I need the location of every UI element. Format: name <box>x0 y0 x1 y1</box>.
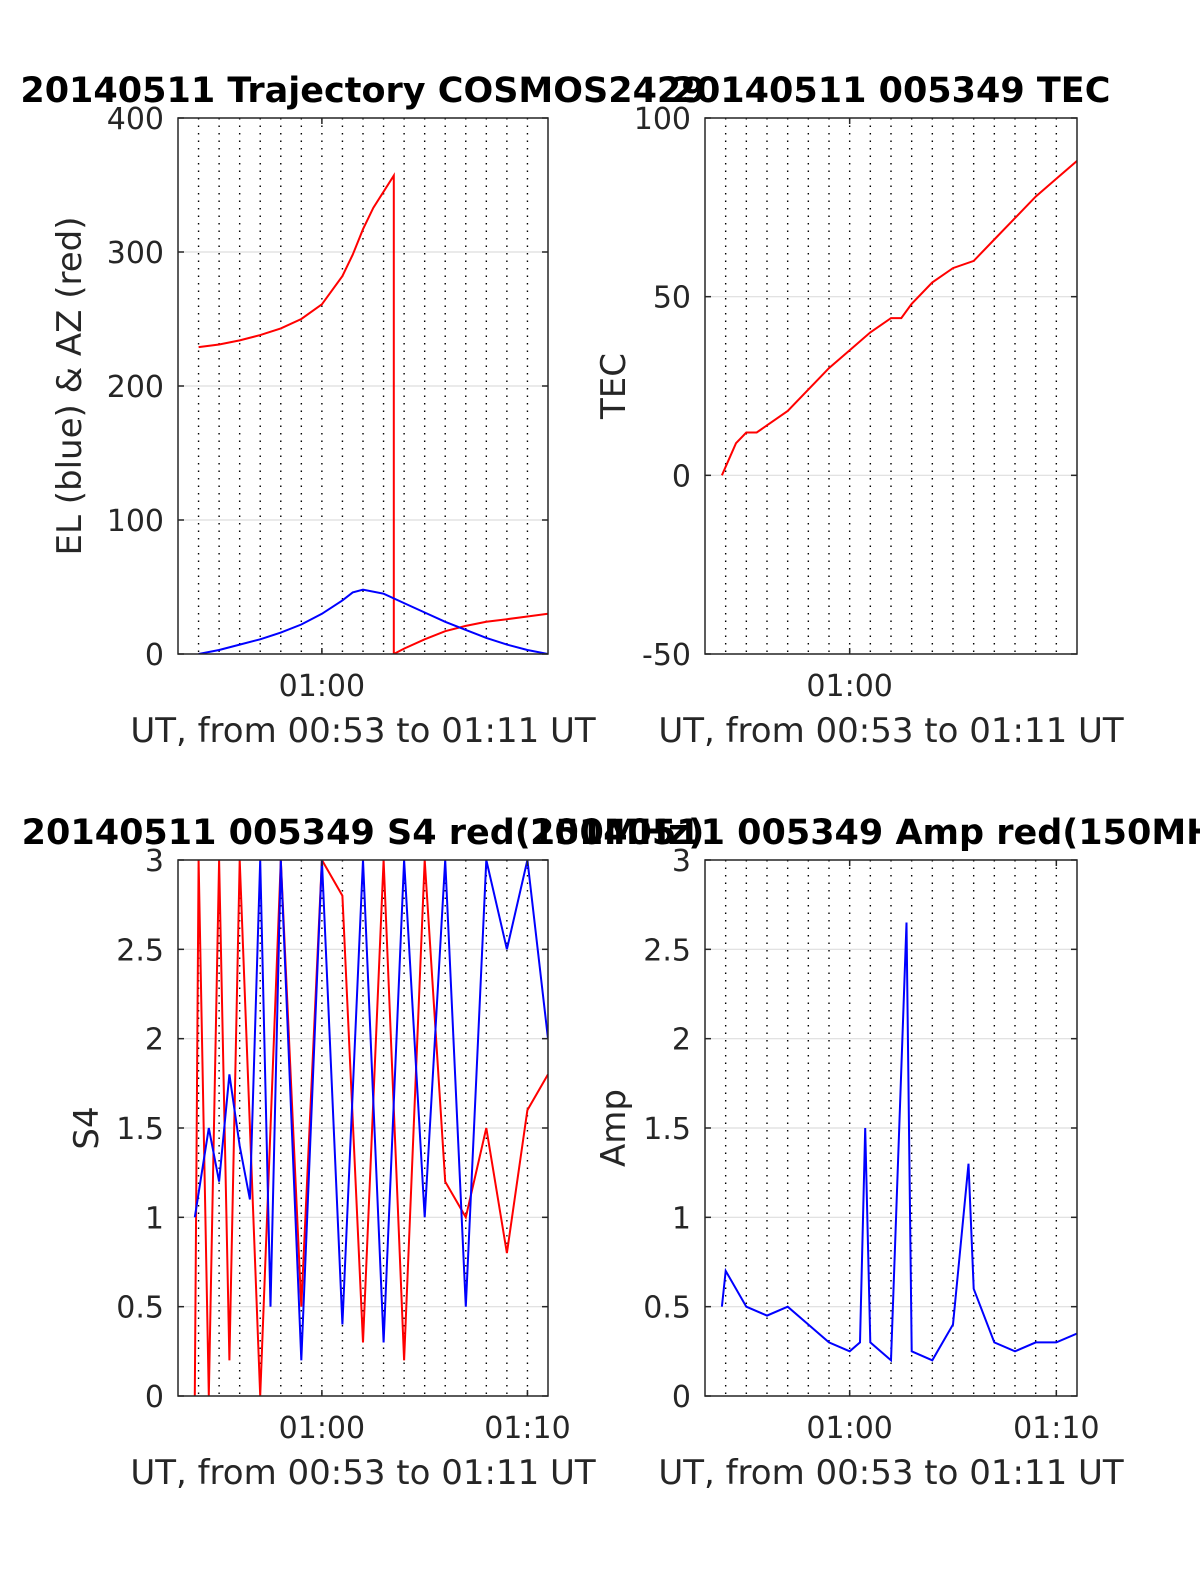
s4-series-2 <box>193 860 548 1361</box>
y-tick-label: 3 <box>672 844 691 879</box>
y-axis-label: Amp <box>594 1089 634 1167</box>
chart-title: 20140511 Trajectory COSMOS2429 <box>20 71 705 111</box>
trajectory-series-2 <box>198 588 548 654</box>
chart-title: 20140511 005349 S4 red(150MHz) <box>22 813 705 853</box>
chart-title: 20140511 005349 Amp red(150MHz) <box>530 813 1200 853</box>
x-tick-label: 01:00 <box>806 1411 892 1446</box>
tec-series-group <box>720 160 1077 476</box>
y-tick-label: 0 <box>145 638 164 673</box>
x-tick-label: 01:10 <box>484 1411 570 1446</box>
x-tick-label: 01:00 <box>806 669 892 704</box>
trajectory-series-1 <box>198 172 548 654</box>
y-tick-label: 0 <box>672 1380 691 1415</box>
y-tick-label: 50 <box>653 281 691 316</box>
amp-series-group <box>720 922 1077 1363</box>
s4-series-group <box>193 860 548 1396</box>
y-tick-label: 300 <box>107 236 164 271</box>
y-tick-label: 0.5 <box>116 1291 164 1326</box>
x-tick-label: 01:00 <box>279 669 365 704</box>
x-axis-label: UT, from 00:53 to 01:11 UT <box>130 1453 596 1493</box>
y-tick-label: 0 <box>145 1380 164 1415</box>
y-axis-label: EL (blue) & AZ (red) <box>50 216 90 555</box>
y-tick-label: -50 <box>642 638 691 673</box>
tec-series-1 <box>720 160 1077 476</box>
trajectory-chart: 0 100 200 300 400 01:00 UT, from 00:53 to 01:1… <box>20 71 705 751</box>
y-tick-label: 1.5 <box>643 1112 691 1147</box>
y-tick-label: 100 <box>634 102 691 137</box>
y-tick-label: 1 <box>672 1201 691 1236</box>
y-tick-label: 100 <box>107 504 164 539</box>
y-tick-label: 2 <box>672 1023 691 1058</box>
y-tick-label: 2 <box>145 1023 164 1058</box>
axes-box <box>704 117 1078 655</box>
y-tick-label: 2.5 <box>643 933 691 968</box>
y-axis-label: TEC <box>594 353 634 420</box>
amp-chart: 0 0.5 1 1.5 2 2.5 3 01:00 01:10 UT, from 00:53 to… <box>530 813 1200 1493</box>
s4-series-1 <box>193 860 548 1396</box>
chart-title: 20140511 005349 TEC <box>672 71 1111 111</box>
y-tick-label: 1 <box>145 1201 164 1236</box>
tec-chart: -50 0 50 100 01:00 UT, from 00:53 to 01:11 UT… <box>594 71 1124 751</box>
x-axis-label: UT, from 00:53 to 01:11 UT <box>130 711 596 751</box>
y-tick-label: 0.5 <box>643 1291 691 1326</box>
y-tick-label: 3 <box>145 844 164 879</box>
y-tick-label: 0 <box>672 459 691 494</box>
x-axis-label: UT, from 00:53 to 01:11 UT <box>658 1453 1124 1493</box>
y-tick-label: 2.5 <box>116 933 164 968</box>
y-axis-label: S4 <box>67 1106 107 1149</box>
y-tick-label: 200 <box>107 370 164 405</box>
x-tick-label: 01:00 <box>279 1411 365 1446</box>
x-tick-label: 01:10 <box>1013 1411 1099 1446</box>
x-axis-label: UT, from 00:53 to 01:11 UT <box>658 711 1124 751</box>
trajectory-series-group <box>198 172 548 654</box>
y-tick-label: 400 <box>107 102 164 137</box>
amp-series-1 <box>720 922 1077 1363</box>
s4-chart: 0 0.5 1 1.5 2 2.5 3 01:00 01:10 UT, from 00:53 to… <box>22 813 705 1493</box>
y-tick-label: 1.5 <box>116 1112 164 1147</box>
